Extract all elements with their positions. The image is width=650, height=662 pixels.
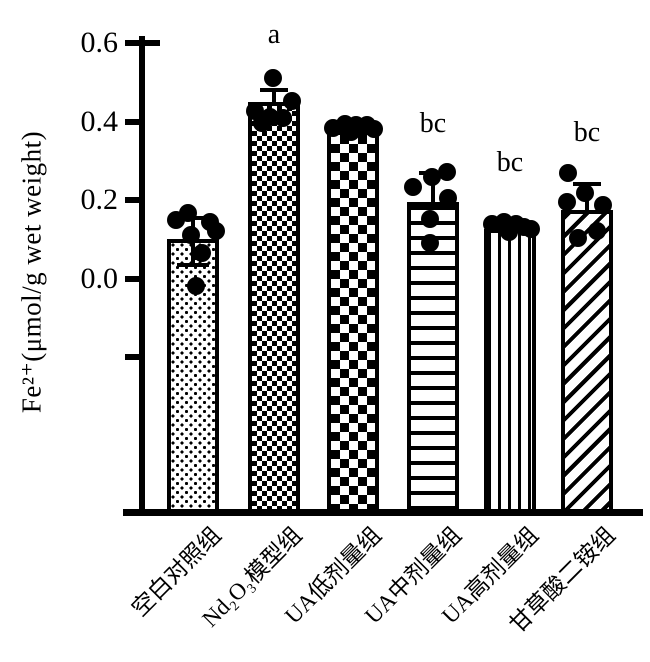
scatter-point	[404, 178, 422, 197]
scatter-point	[438, 162, 456, 181]
y-tick-mark	[125, 275, 145, 282]
error-bar-stem-2	[272, 90, 276, 106]
scatter-point	[558, 193, 576, 212]
scatter-point	[559, 164, 577, 183]
significance-letter-6: bc	[573, 117, 601, 148]
y-tick-label: 0.6	[80, 26, 119, 59]
error-bar-cap-bottom-1	[177, 262, 209, 267]
scatter-point	[365, 119, 383, 138]
error-bar-stem-4	[431, 172, 435, 206]
y-tick-label: 0.2	[80, 183, 119, 216]
scatter-point	[576, 183, 594, 202]
scatter-point	[594, 196, 612, 215]
error-bar-cap-top-6	[573, 181, 601, 186]
scatter-point	[522, 219, 540, 238]
scatter-point	[182, 225, 200, 244]
bar-4	[407, 201, 459, 516]
significance-letter-2: a	[267, 19, 281, 50]
error-bar-cap-top-2	[260, 88, 288, 93]
bar-3	[327, 131, 379, 516]
scatter-point	[253, 114, 271, 133]
bar-6	[561, 209, 613, 516]
significance-letter-5: bc	[496, 147, 524, 178]
significance-letter-4: bc	[419, 108, 447, 139]
y-tick-label: 0.4	[80, 104, 119, 138]
scatter-point	[179, 204, 197, 223]
scatter-point	[569, 229, 587, 248]
y-tick-mark	[125, 197, 145, 203]
scatter-point	[500, 223, 518, 242]
scatter-point	[283, 92, 301, 111]
y-tick-label: 0.0	[80, 261, 119, 295]
scatter-point	[421, 234, 439, 253]
scatter-point	[342, 123, 360, 142]
y-tick-mark	[125, 118, 145, 125]
y-tick-mark	[125, 354, 145, 360]
y-axis-line	[139, 36, 145, 516]
scatter-point	[264, 69, 282, 88]
x-axis-line	[123, 509, 643, 516]
scatter-point	[274, 109, 292, 128]
bar-1	[167, 239, 219, 516]
scatter-point	[187, 277, 205, 296]
scatter-point	[439, 188, 457, 207]
scatter-point	[207, 221, 225, 240]
scatter-point	[421, 209, 439, 228]
bar-2	[248, 101, 300, 516]
scatter-point	[588, 221, 606, 240]
scatter-point	[193, 243, 211, 262]
bar-5	[484, 229, 536, 516]
scatter-point	[423, 168, 441, 187]
